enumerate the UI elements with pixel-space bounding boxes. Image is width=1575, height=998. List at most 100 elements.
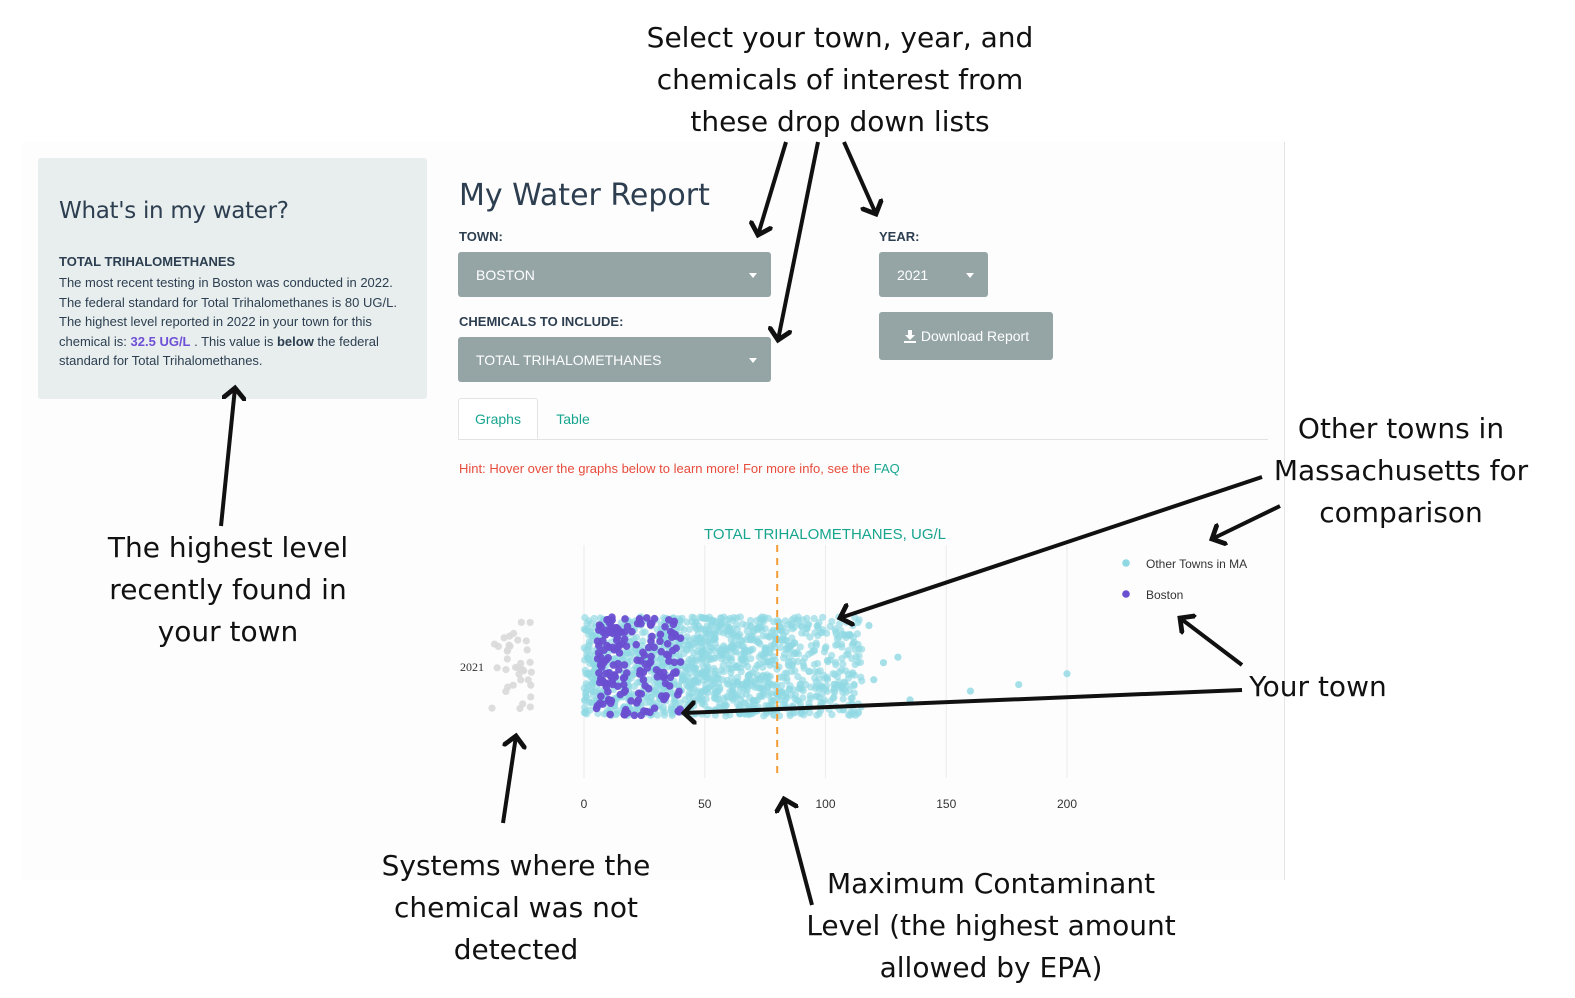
annotation-arrow <box>778 141 820 340</box>
desc-part3: the federal standard for Total Trihalome… <box>59 333 379 369</box>
boston-point <box>595 678 604 687</box>
other-town-point <box>630 682 638 690</box>
other-town-point <box>850 681 858 690</box>
boston-point <box>598 700 607 708</box>
legend-marker-boston <box>1122 590 1130 598</box>
other-town-point <box>600 710 608 718</box>
other-town-point <box>814 668 822 676</box>
boston-point <box>665 657 673 665</box>
not-detected-point <box>527 668 535 676</box>
boston-point <box>596 653 605 661</box>
other-town-point <box>714 687 722 695</box>
boston-point <box>656 637 664 646</box>
other-town-point <box>799 658 807 666</box>
annotation-highest-level: The highest level recently found in your… <box>107 531 349 648</box>
other-town-point <box>695 634 704 642</box>
other-town-point <box>813 711 821 719</box>
other-town-point <box>688 618 696 626</box>
other-town-point <box>767 696 775 704</box>
other-town-point <box>761 625 769 633</box>
other-town-point <box>683 681 691 689</box>
faq-link[interactable]: FAQ <box>873 461 900 476</box>
tab-table[interactable]: Table <box>556 410 590 427</box>
other-town-point <box>730 642 738 651</box>
x-tick-label: 0 <box>581 797 588 811</box>
download-report-button[interactable]: Download Report <box>879 312 1053 360</box>
other-town-point <box>737 668 745 676</box>
boston-point <box>614 659 622 668</box>
other-town-point <box>647 694 655 702</box>
not-detected-point <box>527 693 535 701</box>
other-town-point <box>767 644 775 652</box>
boston-point <box>648 632 656 641</box>
annotation-your-town: Your town <box>1249 670 1387 703</box>
year-select[interactable]: 2021 <box>879 252 988 297</box>
other-town-point <box>1063 670 1071 678</box>
boston-point <box>650 643 658 652</box>
boston-point <box>673 691 682 699</box>
not-detected-point <box>500 634 508 642</box>
other-town-point <box>685 693 693 701</box>
other-town-point <box>582 680 590 688</box>
annotation-arrow <box>684 688 1243 713</box>
other-town-point <box>749 628 757 637</box>
other-town-point <box>734 681 743 689</box>
desc-part2: . This value is <box>190 333 277 349</box>
other-town-point <box>810 614 818 623</box>
boston-point <box>620 680 628 689</box>
highest-level-value: 32.5 UG/L <box>130 333 191 349</box>
other-town-point <box>847 694 855 703</box>
other-town-point <box>779 634 788 643</box>
other-town-point <box>585 617 593 625</box>
not-detected-point <box>490 640 499 648</box>
other-town-point <box>813 692 821 701</box>
other-town-point <box>747 646 755 654</box>
other-town-point <box>759 692 767 700</box>
boston-point <box>607 696 616 705</box>
x-tick-label: 150 <box>936 797 956 811</box>
other-town-point <box>711 667 719 675</box>
tab-bar: Graphs Table <box>458 398 1268 440</box>
other-town-point <box>716 700 724 708</box>
town-select-value: BOSTON <box>476 266 535 283</box>
other-town-point <box>809 647 818 655</box>
boston-point <box>603 641 611 650</box>
other-town-point <box>781 617 789 625</box>
other-town-point <box>805 667 814 676</box>
other-town-point <box>753 638 762 646</box>
not-detected-point <box>504 683 512 691</box>
other-town-point <box>710 694 719 702</box>
other-town-point <box>813 622 821 630</box>
other-town-point <box>706 636 714 644</box>
other-town-point <box>830 693 838 701</box>
chemical-description: The most recent testing in Boston was co… <box>59 273 406 371</box>
boston-point <box>650 614 659 623</box>
town-select[interactable]: BOSTON <box>458 252 771 297</box>
other-town-point <box>699 668 707 676</box>
other-town-point <box>757 650 765 659</box>
other-town-point <box>749 697 757 705</box>
other-town-point <box>734 632 742 640</box>
boston-point <box>627 697 635 705</box>
boston-point <box>665 682 674 690</box>
other-town-point <box>630 670 638 678</box>
hint-message: Hint: Hover over the graphs below to lea… <box>459 461 874 476</box>
year-select-value: 2021 <box>897 266 929 283</box>
tab-graphs[interactable]: Graphs <box>458 398 538 439</box>
other-town-point <box>744 663 752 671</box>
other-town-point <box>785 685 794 693</box>
not-detected-point <box>526 618 534 627</box>
other-town-point <box>766 658 774 666</box>
chemicals-select[interactable]: TOTAL TRIHALOMETHANES <box>458 337 771 382</box>
other-town-point <box>788 625 797 633</box>
other-town-point <box>817 683 825 691</box>
boston-point <box>628 627 636 636</box>
other-town-point <box>761 613 769 621</box>
other-town-point <box>966 687 975 695</box>
boston-point <box>668 646 677 655</box>
other-town-point <box>746 675 754 683</box>
chart-title: TOTAL TRIHALOMETHANES, UG/L <box>704 526 946 543</box>
other-town-point <box>838 643 846 651</box>
other-town-point <box>727 656 736 664</box>
